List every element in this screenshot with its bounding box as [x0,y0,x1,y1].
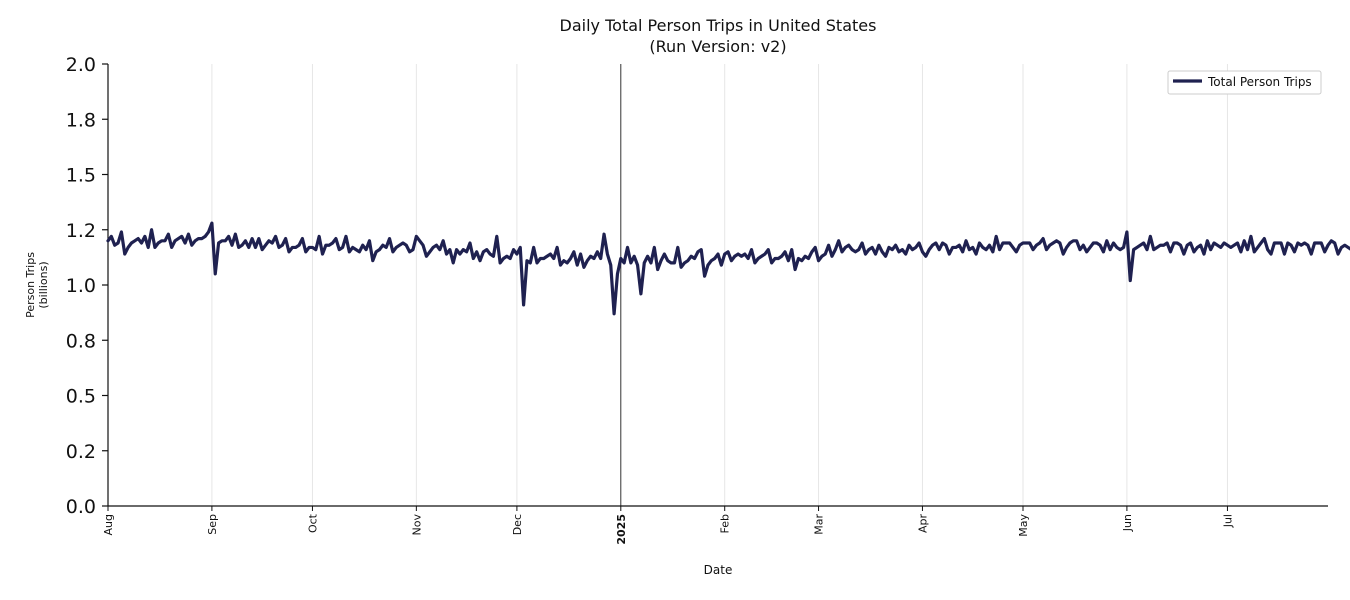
x-tick-label: Mar [813,514,826,535]
x-tick-label: Jun [1121,514,1134,532]
series-layer [106,221,1350,316]
y-tick-label: 0.2 [66,441,96,463]
y-axis-label: Person Trips (billions) [24,252,50,318]
x-tick-label: Nov [410,514,423,536]
y-tick-label: 1.5 [66,165,96,187]
y-tick-label: 1.2 [66,220,96,242]
y-tick-label: 1.0 [66,275,96,297]
y-axis-label-line2: (billions) [37,261,50,308]
x-tick-label: Feb [719,514,732,533]
x-tick-label: Sep [206,514,219,535]
x-tick-label: Apr [916,514,929,534]
legend-label: Total Person Trips [1207,75,1312,89]
y-tick-label: 0.0 [66,496,96,518]
chart-title-text: Daily Total Person Trips in United State… [560,16,877,35]
x-tick-label: May [1017,514,1030,537]
series-line-total-person-trips [106,221,1350,316]
chart-subtitle-text: (Run Version: v2) [649,37,786,56]
y-axis-label-line1: Person Trips [24,252,37,318]
x-axis-label: Date [704,563,733,577]
y-tick-label: 0.8 [66,330,96,352]
x-tick-label: Dec [511,514,524,535]
y-axis: 0.0 0.2 0.5 0.8 1.0 1.2 1.5 1.8 2.0 [66,54,109,518]
y-tick-label: 0.5 [66,386,96,408]
y-tick-label: 2.0 [66,54,96,76]
x-tick-label: 2025 [615,514,628,545]
x-axis: Aug Sep Oct Nov Dec 2025 Feb Mar Apr May Jun Jul [102,505,1328,545]
x-tick-label: Jul [1221,514,1234,528]
chart-title: Daily Total Person Trips in United State… [560,16,877,56]
x-tick-label: Aug [102,514,115,535]
x-gridlines [107,64,1228,506]
legend: Total Person Trips [1167,70,1322,95]
legend-box [1167,70,1322,95]
x-tick-label: Oct [306,513,319,533]
y-tick-label: 1.8 [66,109,96,131]
